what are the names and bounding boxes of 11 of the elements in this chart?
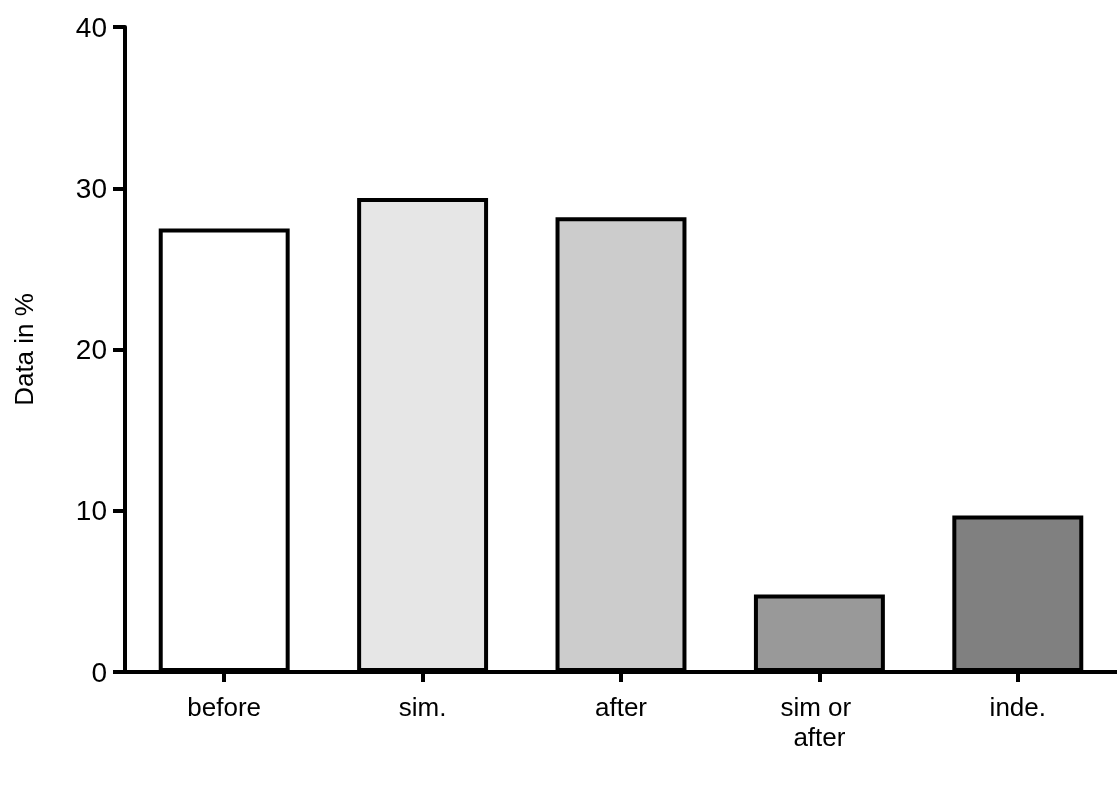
y-tick-label: 0 — [91, 656, 107, 688]
x-tick-label: sim or after — [780, 692, 859, 752]
y-tick-label: 20 — [75, 334, 107, 365]
x-tick-label: before — [187, 692, 262, 722]
y-tick-label: 40 — [75, 11, 107, 43]
y-tick-label: 10 — [75, 495, 107, 527]
x-tick-label: after — [594, 692, 648, 722]
y-tick-label: 30 — [75, 172, 107, 204]
y-axis-title: Data in % — [9, 293, 39, 406]
x-tick-label: inde. — [989, 692, 1046, 722]
x-tick-label: sim. — [398, 692, 447, 722]
